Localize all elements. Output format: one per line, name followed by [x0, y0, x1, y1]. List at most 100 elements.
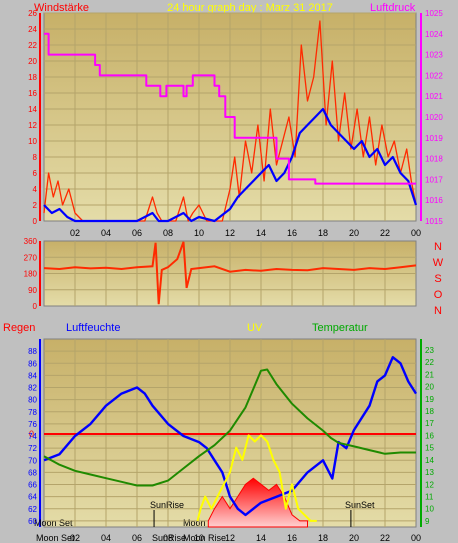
temperature-y-tick-label: 16 — [425, 431, 434, 440]
humidity-x-tick-label: 20 — [349, 533, 359, 543]
humidity-x-tick-label: 14 — [256, 533, 266, 543]
wind-x-tick-label: 20 — [349, 228, 359, 238]
temperature-y-tick-label: 17 — [425, 419, 434, 428]
direction-y-tick-label: 180 — [24, 270, 38, 279]
wind-axis-title: Windstärke — [34, 2, 89, 14]
pressure-y-tick-label: 1022 — [425, 71, 443, 80]
humidity-line — [43, 356, 418, 517]
temperature-line — [43, 368, 416, 487]
pressure-y-tick-label: 1015 — [425, 217, 443, 226]
humidity-x-tick-label: 04 — [101, 533, 111, 543]
temperature-y-tick-label: 11 — [425, 492, 434, 501]
wind-y-tick-label: 24 — [28, 25, 37, 34]
humidity-y-tick-label: 88 — [28, 347, 37, 356]
wind-y-tick-label: 16 — [28, 89, 37, 98]
wind-x-tick-label: 16 — [287, 228, 297, 238]
temperature-y-tick-label: 14 — [425, 456, 434, 465]
moon-set-label-bottom: Moon Set — [36, 533, 75, 543]
direction-y-tick-label: 0 — [33, 302, 38, 311]
compass-label: S — [434, 273, 441, 285]
chart-title: 24 hour graph day : Marz 31 2017 — [167, 2, 333, 14]
sun-rise-label-bottom: SunRise — [152, 533, 186, 543]
direction-y-tick-label: 270 — [24, 253, 38, 262]
humidity-y-tick-label: 82 — [28, 384, 37, 393]
humidity-y-tick-label: 62 — [28, 505, 37, 514]
humidity-y-tick-label: 68 — [28, 468, 37, 477]
wind-x-tick-label: 06 — [132, 228, 142, 238]
direction-y-tick-label: 90 — [28, 286, 37, 295]
wind-y-tick-label: 14 — [28, 105, 37, 114]
humidity-x-tick-label: 08 — [163, 533, 173, 543]
humidity-y-tick-label: 80 — [28, 396, 37, 405]
temperature-y-tick-label: 23 — [425, 346, 434, 355]
humidity-legend: Luftfeuchte — [66, 322, 120, 334]
sun-rise-label: SunRise — [150, 500, 184, 510]
wind-x-tick-label: 02 — [70, 228, 80, 238]
temperature-y-tick-label: 20 — [425, 383, 434, 392]
pressure-y-tick-label: 1025 — [425, 9, 443, 18]
rain-area — [207, 477, 308, 528]
wind-direction-line — [43, 241, 417, 305]
humidity-y-tick-label: 76 — [28, 420, 37, 429]
wind-x-tick-label: 22 — [380, 228, 390, 238]
wind-x-tick-label: 04 — [101, 228, 111, 238]
wind-y-tick-label: 6 — [33, 169, 38, 178]
humidity-y-tick-label: 84 — [28, 371, 37, 380]
temperature-y-tick-label: 15 — [425, 444, 434, 453]
pressure-y-tick-label: 1018 — [425, 155, 443, 164]
humidity-y-tick-label: 86 — [28, 359, 37, 368]
wind-y-tick-label: 0 — [33, 217, 38, 226]
humidity-y-tick-label: 74 — [28, 432, 37, 441]
wind-mean-line — [43, 107, 418, 223]
compass-label: W — [433, 257, 444, 269]
uv-line — [196, 434, 317, 522]
wind-y-tick-label: 10 — [28, 137, 37, 146]
humidity-x-tick-label: 12 — [225, 533, 235, 543]
wind-x-tick-label: 10 — [194, 228, 204, 238]
compass-label: O — [434, 289, 443, 301]
uv-legend: UV — [247, 322, 263, 334]
pressure-y-tick-label: 1023 — [425, 51, 443, 60]
humidity-x-tick-label: 22 — [380, 533, 390, 543]
pressure-y-tick-label: 1016 — [425, 196, 443, 205]
direction-y-tick-label: 360 — [24, 237, 38, 246]
pressure-axis-title: Luftdruck — [370, 2, 416, 14]
humidity-x-tick-label: 06 — [132, 533, 142, 543]
wind-y-tick-label: 20 — [28, 57, 37, 66]
pressure-y-tick-label: 1017 — [425, 175, 443, 184]
wind-x-tick-label: 08 — [163, 228, 173, 238]
wind-y-tick-label: 12 — [28, 121, 37, 130]
pressure-y-tick-label: 1019 — [425, 134, 443, 143]
humidity-y-tick-label: 72 — [28, 444, 37, 453]
wind-y-tick-label: 8 — [33, 153, 38, 162]
wind-y-tick-label: 2 — [33, 201, 38, 210]
humidity-x-tick-label: 10 — [194, 533, 204, 543]
temperature-y-tick-label: 19 — [425, 395, 434, 404]
wind-y-tick-label: 22 — [28, 41, 37, 50]
humidity-x-tick-label: 16 — [287, 533, 297, 543]
temperature-y-tick-label: 21 — [425, 370, 434, 379]
temperature-y-tick-label: 12 — [425, 480, 434, 489]
temperature-y-tick-label: 10 — [425, 505, 434, 514]
wind-y-tick-label: 18 — [28, 73, 37, 82]
moon-rise-label-bottom: Moon Rise — [183, 533, 226, 543]
wind-x-tick-label: 18 — [318, 228, 328, 238]
wind-x-tick-label: 14 — [256, 228, 266, 238]
wind-x-tick-label: 12 — [225, 228, 235, 238]
moon-rise-label: Moon Rise — [183, 518, 226, 528]
humidity-y-tick-label: 60 — [28, 517, 37, 526]
pressure-y-tick-label: 1024 — [425, 30, 443, 39]
pressure-y-tick-label: 1021 — [425, 92, 443, 101]
temperature-legend: Temperatur — [312, 322, 368, 334]
moon-set-label-top: Moon Set — [34, 518, 73, 528]
temperature-y-tick-label: 18 — [425, 407, 434, 416]
wind-x-tick-label: 00 — [411, 228, 421, 238]
humidity-x-tick-label: 18 — [318, 533, 328, 543]
wind-y-tick-label: 4 — [33, 185, 38, 194]
rain-axis-zero-label: 0 — [29, 429, 34, 439]
temperature-y-tick-label: 22 — [425, 358, 434, 367]
temperature-y-tick-label: 9 — [425, 517, 430, 526]
compass-label: N — [434, 305, 442, 317]
humidity-y-tick-label: 70 — [28, 456, 37, 465]
